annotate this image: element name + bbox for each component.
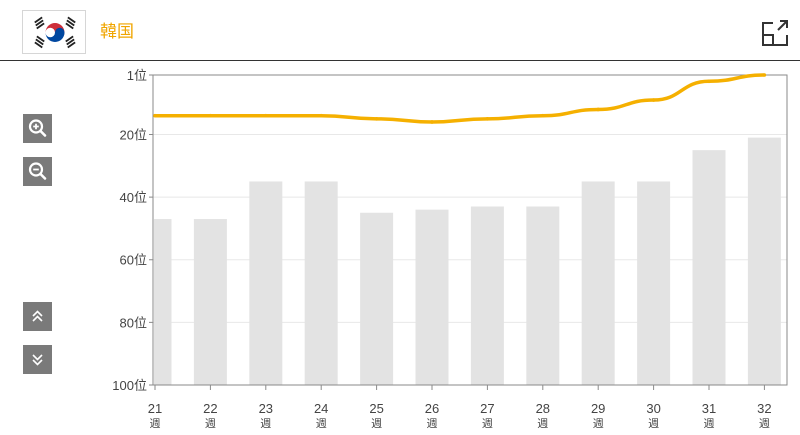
bar-21 bbox=[154, 219, 172, 385]
bar-32 bbox=[747, 137, 781, 385]
y-tick-label-5: 100位 bbox=[112, 378, 147, 393]
x-tick-label-21: 21 bbox=[148, 401, 162, 416]
line-point-22 bbox=[208, 113, 213, 118]
y-tick-label-1: 20位 bbox=[120, 127, 147, 142]
line-point-21 bbox=[153, 113, 157, 118]
x-tick-unit-23: 週 bbox=[260, 417, 271, 430]
x-tick-label-30: 30 bbox=[646, 401, 660, 416]
x-tick-label-32: 32 bbox=[757, 401, 771, 416]
country-name: 韓国 bbox=[100, 22, 134, 41]
x-tick-label-28: 28 bbox=[536, 401, 550, 416]
bar-22 bbox=[193, 219, 227, 385]
line-series bbox=[153, 73, 767, 124]
x-tick-unit-26: 週 bbox=[427, 417, 438, 430]
x-tick-unit-28: 週 bbox=[537, 417, 548, 430]
x-tick-unit-24: 週 bbox=[316, 417, 327, 430]
x-tick-label-25: 25 bbox=[369, 401, 383, 416]
y-axis-ticks: 1位 20位 40位 60位 80位 100位 bbox=[112, 68, 153, 393]
chart-header: 韓国 bbox=[0, 0, 800, 61]
expand-icon[interactable] bbox=[759, 17, 791, 49]
x-tick-unit-29: 週 bbox=[593, 417, 604, 430]
bar-26 bbox=[415, 209, 449, 385]
line-point-30 bbox=[651, 98, 656, 102]
y-tick-label-2: 40位 bbox=[120, 190, 147, 205]
bar-23 bbox=[249, 181, 283, 385]
y-tick-label-3: 60位 bbox=[120, 253, 147, 268]
zoom-in-icon[interactable] bbox=[23, 114, 52, 143]
x-tick-unit-32: 週 bbox=[759, 417, 770, 430]
line-point-29 bbox=[596, 107, 600, 112]
x-tick-unit-30: 週 bbox=[648, 417, 659, 430]
bar-24 bbox=[304, 181, 338, 385]
line-point-25 bbox=[374, 117, 379, 121]
bar-27 bbox=[470, 206, 504, 385]
bar-31 bbox=[692, 150, 726, 385]
x-tick-unit-22: 週 bbox=[205, 417, 216, 430]
x-tick-unit-27: 週 bbox=[482, 417, 493, 430]
x-tick-unit-31: 週 bbox=[704, 417, 715, 430]
x-tick-label-26: 26 bbox=[425, 401, 439, 416]
line-point-23 bbox=[264, 113, 268, 118]
y-tick-label-4: 80位 bbox=[120, 315, 147, 330]
x-tick-label-27: 27 bbox=[480, 401, 494, 416]
x-tick-unit-21: 週 bbox=[150, 417, 161, 430]
x-tick-label-23: 23 bbox=[259, 401, 273, 416]
x-tick-label-24: 24 bbox=[314, 401, 328, 416]
bar-30 bbox=[637, 181, 671, 385]
line-point-28 bbox=[541, 113, 545, 118]
x-tick-unit-25: 週 bbox=[371, 417, 382, 430]
line-point-27 bbox=[485, 117, 490, 121]
line-point-26 bbox=[430, 120, 434, 124]
zoom-out-icon[interactable] bbox=[23, 157, 52, 186]
line-point-24 bbox=[319, 113, 324, 118]
bar-29 bbox=[581, 181, 615, 385]
line-point-31 bbox=[707, 79, 711, 84]
plot-frame bbox=[152, 74, 788, 386]
x-tick-label-22: 22 bbox=[203, 401, 217, 416]
x-tick-label-29: 29 bbox=[591, 401, 605, 416]
grid-lines bbox=[153, 133, 787, 323]
y-tick-label-0: 1位 bbox=[127, 68, 147, 83]
double-chevron-down-icon[interactable] bbox=[23, 345, 52, 374]
bar-28 bbox=[526, 206, 560, 385]
x-tick-label-31: 31 bbox=[702, 401, 716, 416]
south-korea-flag-icon bbox=[22, 10, 86, 54]
double-chevron-up-icon[interactable] bbox=[23, 302, 52, 331]
line-point-32 bbox=[762, 73, 767, 77]
rank-line bbox=[155, 73, 765, 124]
bar-series bbox=[154, 137, 781, 385]
bar-25 bbox=[360, 212, 394, 385]
